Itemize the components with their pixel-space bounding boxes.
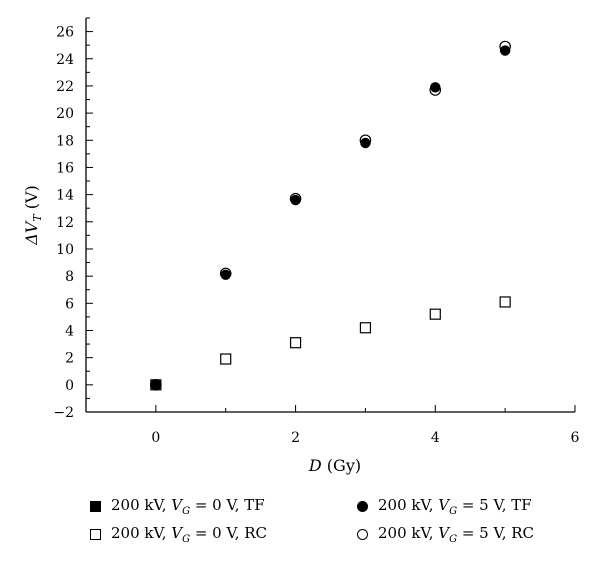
data-point-circle-filled: [430, 82, 441, 93]
data-point-circle-open: [359, 134, 372, 147]
data-points: [150, 40, 511, 391]
x-tick-label: 2: [291, 430, 300, 446]
axes: [85, 18, 575, 413]
x-axis-label: D (Gy): [308, 456, 361, 475]
data-point-square-open: [220, 353, 232, 365]
y-tick-label: 6: [65, 296, 74, 312]
y-tick-label: 4: [65, 323, 74, 339]
data-point-circle-open: [219, 267, 232, 280]
data-point-square-open: [429, 308, 441, 320]
data-point-square-open: [499, 296, 511, 308]
y-tick-label: 20: [56, 106, 74, 122]
data-point-circle-filled: [360, 137, 371, 149]
data-point-circle-filled: [150, 379, 162, 391]
y-tick-label: 16: [56, 160, 74, 176]
data-point-square-open: [289, 337, 302, 349]
y-tick-label: 14: [56, 188, 74, 204]
y-tick-label: −2: [53, 405, 74, 421]
data-point-circle-open: [289, 192, 302, 205]
data-point-circle-open: [499, 40, 511, 53]
y-axis-label: ΔVT (V): [22, 185, 44, 246]
x-tick-label: 6: [571, 430, 580, 446]
data-point-square-open: [359, 322, 372, 334]
y-tick-label: 2: [65, 351, 74, 367]
y-tick-label: 12: [56, 215, 74, 231]
y-tick-label: 18: [56, 133, 74, 149]
y-tick-label: 8: [65, 269, 74, 285]
y-tick-label: 0: [65, 378, 74, 394]
y-tick-label: 10: [56, 242, 74, 258]
data-point-circle-open: [429, 84, 442, 96]
data-point-circle-open: [150, 379, 162, 391]
y-tick-label: 22: [56, 79, 74, 95]
data-point-circle-filled: [499, 45, 511, 56]
x-tick-label: 0: [151, 430, 160, 446]
x-tick-label: 4: [431, 430, 440, 446]
y-tick-label: 24: [56, 52, 74, 68]
y-tick-label: 26: [56, 25, 74, 41]
